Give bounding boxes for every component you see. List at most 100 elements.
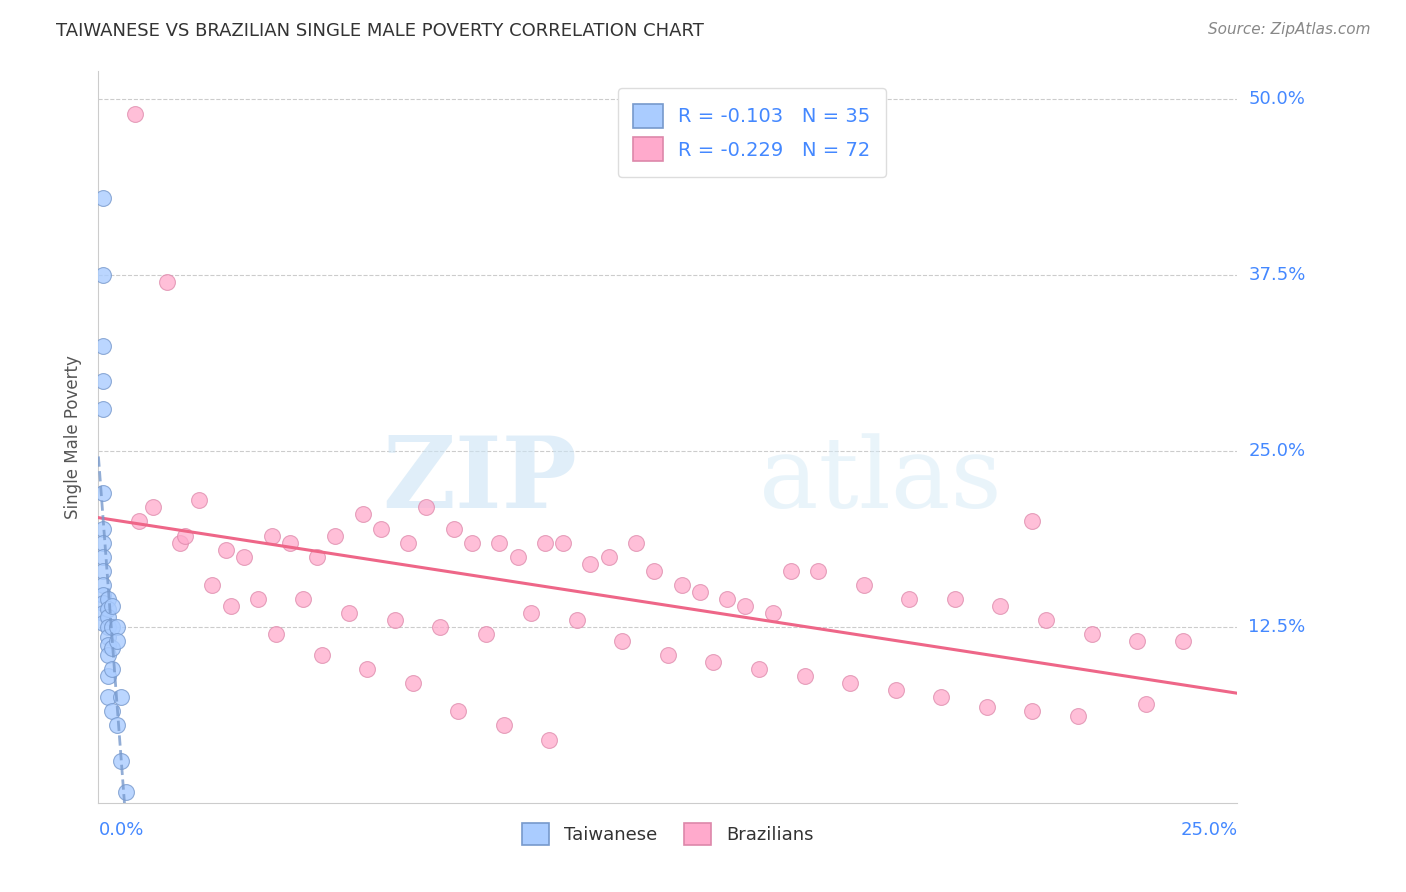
Point [943,591,966,606]
Point [402,676,425,690]
Point [101,662,124,676]
Point [1080,627,1102,641]
Point [807,564,830,578]
Point [671,578,693,592]
Point [1035,613,1057,627]
Point [702,655,724,669]
Point [461,535,484,549]
Point [990,599,1012,613]
Point [384,613,406,627]
Point [91,549,114,564]
Point [565,613,588,627]
Point [91,191,114,205]
Point [101,705,124,719]
Point [91,268,114,283]
Point [337,606,360,620]
Point [96,610,118,624]
Point [91,521,114,535]
Point [96,620,118,634]
Point [101,599,124,613]
Point [657,648,679,662]
Point [551,535,574,549]
Point [169,535,191,549]
Point [839,676,862,690]
Point [598,549,620,564]
Text: TAIWANESE VS BRAZILIAN SINGLE MALE POVERTY CORRELATION CHART: TAIWANESE VS BRAZILIAN SINGLE MALE POVER… [56,22,704,40]
Point [91,596,114,610]
Point [110,754,132,768]
Point [976,700,998,714]
Point [91,374,114,388]
Point [110,690,132,705]
Text: 50.0%: 50.0% [1249,90,1305,109]
Point [96,690,118,705]
Point [356,662,378,676]
Point [624,535,647,549]
Point [91,401,114,416]
Point [105,620,128,634]
Point [128,515,150,529]
Point [852,578,875,592]
Point [447,705,470,719]
Point [96,601,118,615]
Point [96,638,118,652]
Point [370,521,392,535]
Point [311,648,333,662]
Point [292,591,315,606]
Point [1126,634,1149,648]
Text: 25.0%: 25.0% [1180,821,1237,839]
Point [1171,634,1194,648]
Text: 37.5%: 37.5% [1249,267,1306,285]
Point [929,690,952,705]
Point [187,493,209,508]
Point [534,535,557,549]
Point [114,784,136,798]
Point [429,620,451,634]
Point [734,599,756,613]
Point [352,508,374,522]
Point [260,528,283,542]
Point [1067,708,1090,723]
Point [278,535,301,549]
Point [793,669,815,683]
Text: 12.5%: 12.5% [1249,618,1306,636]
Point [716,591,738,606]
Point [96,630,118,644]
Point [1021,705,1043,719]
Point [96,591,118,606]
Point [898,591,921,606]
Point [323,528,346,542]
Text: 0.0%: 0.0% [98,821,143,839]
Point [443,521,465,535]
Point [579,557,602,571]
Point [396,535,419,549]
Point [101,620,124,634]
Point [246,591,269,606]
Point [91,588,114,602]
Point [156,276,179,290]
Point [492,718,515,732]
Point [91,339,114,353]
Legend: Taiwanese, Brazilians: Taiwanese, Brazilians [515,816,821,852]
Point [264,627,287,641]
Point [520,606,543,620]
Point [215,542,238,557]
Point [105,718,128,732]
Point [91,535,114,549]
Point [96,669,118,683]
Y-axis label: Single Male Poverty: Single Male Poverty [65,355,83,519]
Point [538,732,561,747]
Text: 25.0%: 25.0% [1249,442,1306,460]
Point [91,615,114,630]
Point [307,549,329,564]
Point [779,564,801,578]
Point [762,606,785,620]
Point [689,584,711,599]
Point [643,564,665,578]
Point [174,528,197,542]
Point [219,599,242,613]
Point [91,606,114,620]
Text: atlas: atlas [759,434,1001,529]
Point [506,549,529,564]
Point [1135,698,1157,712]
